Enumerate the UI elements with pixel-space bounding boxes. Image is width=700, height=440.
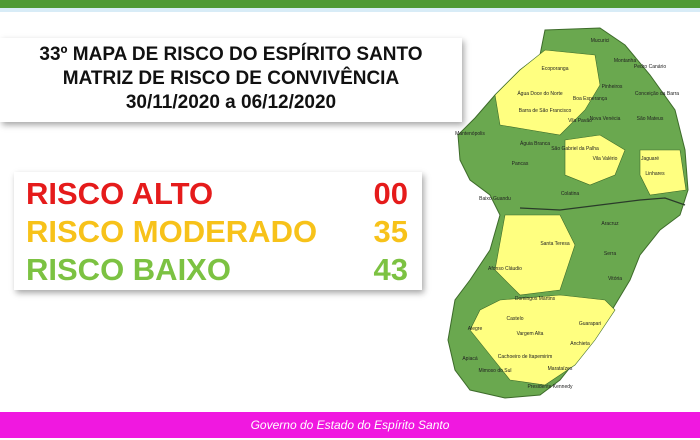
moderate-region	[494, 214, 576, 296]
municipality-label: Jaguaré	[641, 156, 659, 162]
municipality-label: Mimoso do Sul	[478, 368, 511, 374]
risk-label: RISCO ALTO	[26, 176, 214, 211]
top-bar-accent	[0, 8, 700, 12]
municipality-label: Afonso Cláudio	[488, 266, 522, 272]
municipality-label: Marataízes	[548, 366, 573, 372]
top-bar	[0, 0, 700, 8]
footer: Governo do Estado do Espírito Santo	[0, 412, 700, 438]
risk-count: 00	[373, 176, 408, 211]
municipality-label: Colatina	[561, 191, 580, 197]
risk-count: 35	[373, 214, 408, 249]
moderate-region	[564, 134, 626, 186]
risk-label: RISCO BAIXO	[26, 252, 231, 287]
risk-row: RISCO BAIXO 43	[14, 251, 422, 289]
municipality-label: Serra	[604, 251, 616, 257]
municipality-label: Vargem Alta	[517, 331, 544, 337]
moderate-region	[494, 49, 601, 136]
municipality-label: Mantenópolis	[455, 131, 485, 137]
municipality-label: Água Doce do Norte	[517, 90, 563, 97]
municipality-label: Anchieta	[570, 341, 590, 347]
municipality-label: Presidente Kennedy	[527, 384, 573, 390]
title-box: 33º MAPA DE RISCO DO ESPÍRITO SANTO MATR…	[0, 38, 462, 122]
municipality-label: Linhares	[645, 171, 665, 177]
municipality-label: Vila Valério	[593, 156, 618, 162]
title-line: 33º MAPA DE RISCO DO ESPÍRITO SANTO	[39, 44, 423, 65]
municipality-label: Águia Branca	[520, 140, 550, 147]
risk-count: 43	[373, 252, 408, 287]
risk-row: RISCO ALTO 00	[14, 175, 422, 213]
municipality-label: Castelo	[507, 316, 524, 322]
municipality-label: Guarapari	[579, 321, 601, 327]
municipality-label: Vila Pavão	[568, 118, 592, 124]
municipality-label: Montanha	[614, 58, 636, 64]
municipality-label: Aracruz	[601, 221, 619, 227]
municipality-label: Nova Venécia	[590, 116, 621, 122]
municipality-label: Conceição da Barra	[635, 91, 679, 97]
title-line: 30/11/2020 a 06/12/2020	[125, 92, 337, 113]
municipality-label: Mucurici	[591, 38, 610, 44]
municipality-label: Pinheiros	[602, 84, 623, 90]
municipality-label: Pancas	[512, 161, 529, 167]
moderate-region	[639, 149, 687, 196]
municipality-label: São Mateus	[637, 116, 664, 122]
municipality-label: Ecoporanga	[542, 66, 569, 72]
municipality-label: Domingos Martins	[515, 296, 556, 302]
risk-label: RISCO MODERADO	[26, 214, 318, 249]
municipality-label: Barra de São Francisco	[519, 108, 572, 114]
municipality-label: Vitória	[608, 276, 622, 282]
municipality-label: Pedro Canário	[634, 64, 666, 70]
risk-row: RISCO MODERADO 35	[14, 213, 422, 251]
municipality-label: Boa Esperança	[573, 96, 607, 102]
risk-box: RISCO ALTO 00 RISCO MODERADO 35 RISCO BAIXO 4…	[14, 172, 422, 290]
municipality-label: Cachoeiro de Itapemirim	[498, 354, 552, 360]
municipality-label: Alegre	[468, 326, 483, 332]
municipality-label: São Gabriel da Palha	[551, 146, 599, 152]
municipality-label: Apiacá	[462, 356, 478, 362]
title-line: MATRIZ DE RISCO DE CONVIVÊNCIA	[62, 68, 400, 89]
municipality-label: Santa Teresa	[540, 241, 570, 247]
moderate-region	[469, 294, 616, 386]
river	[519, 197, 686, 211]
municipality-label: Baixo Guandu	[479, 196, 511, 202]
